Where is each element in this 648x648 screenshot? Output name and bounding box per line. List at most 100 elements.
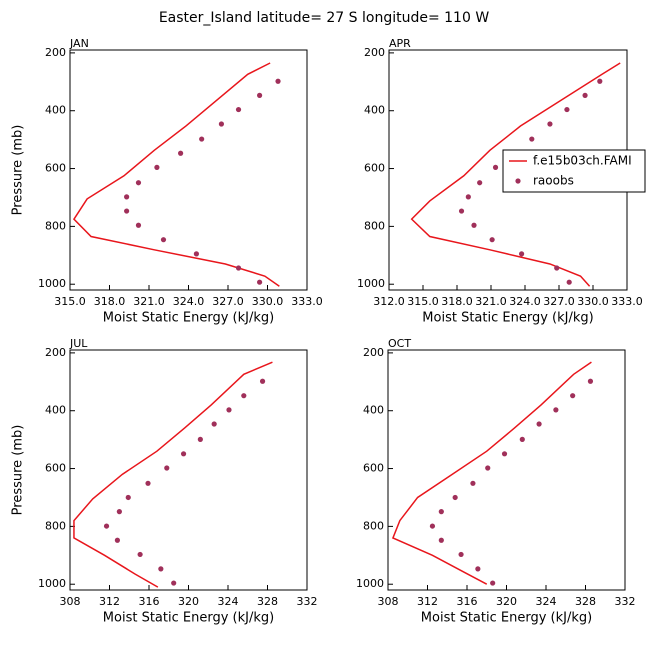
obs-point — [135, 222, 142, 228]
obs-point — [171, 580, 177, 586]
obs-point — [570, 393, 576, 399]
plot-frame — [69, 49, 308, 291]
obs-point — [553, 407, 559, 413]
obs-point — [536, 421, 542, 427]
x-tick-label: 312 — [99, 595, 120, 608]
obs-point — [438, 537, 444, 543]
model-line — [391, 361, 592, 585]
obs-point — [475, 566, 481, 572]
y-tick-label: 600 — [45, 462, 66, 475]
x-tick-label: 332 — [297, 595, 318, 608]
obs-point — [275, 78, 281, 84]
obs-point — [492, 164, 499, 170]
x-tick-label: 327.0 — [543, 295, 575, 308]
y-tick-label: 1000 — [38, 277, 66, 290]
obs-point — [193, 251, 199, 257]
y-tick-label: 600 — [364, 162, 385, 175]
obs-point — [490, 580, 496, 586]
obs-point — [582, 92, 588, 98]
obs-point — [103, 523, 110, 529]
legend-box — [502, 149, 646, 193]
x-tick-label: 308 — [378, 595, 399, 608]
y-tick-label: 200 — [363, 346, 384, 359]
obs-point — [519, 251, 525, 257]
panel-label: APR — [389, 37, 411, 50]
obs-point — [477, 180, 483, 186]
model-line — [73, 361, 273, 588]
y-tick-label: 1000 — [38, 577, 66, 590]
x-tick-label: 318.0 — [441, 295, 473, 308]
y-tick-label: 200 — [364, 46, 385, 59]
x-tick-label: 327.0 — [212, 295, 244, 308]
figure-title: Easter_Island latitude= 27 S longitude= … — [159, 10, 489, 26]
obs-point — [465, 194, 471, 200]
obs-point — [257, 92, 263, 98]
obs-point — [257, 279, 263, 285]
obs-point — [145, 480, 151, 486]
x-tick-label: 328 — [575, 595, 596, 608]
y-tick-label: 800 — [45, 219, 66, 232]
model-line — [72, 62, 280, 287]
obs-point — [124, 194, 130, 200]
y-tick-label: 400 — [45, 404, 66, 417]
obs-point — [470, 480, 476, 486]
y-tick-label: 600 — [45, 162, 66, 175]
legend-label: f.e15b03ch.FAMI — [533, 154, 632, 168]
panel-label: JUL — [69, 337, 88, 350]
y-tick-label: 1000 — [357, 277, 385, 290]
x-axis-label: Moist Static Energy (kJ/kg) — [421, 611, 592, 626]
obs-point — [124, 208, 130, 214]
obs-point — [529, 136, 535, 142]
x-tick-label: 316 — [457, 595, 478, 608]
x-tick-label: 315.0 — [407, 295, 439, 308]
y-tick-label: 200 — [45, 46, 66, 59]
plot-frame — [69, 349, 308, 591]
x-axis-label: Moist Static Energy (kJ/kg) — [103, 611, 274, 626]
x-tick-label: 324 — [218, 595, 239, 608]
y-tick-label: 600 — [363, 462, 384, 475]
obs-point — [564, 106, 570, 113]
x-tick-label: 321.0 — [475, 295, 507, 308]
obs-point — [429, 523, 436, 529]
obs-point — [154, 164, 160, 170]
x-tick-label: 324.0 — [509, 295, 541, 308]
obs-point — [135, 180, 142, 186]
x-tick-label: 315.0 — [54, 295, 86, 308]
x-tick-label: 333.0 — [611, 295, 643, 308]
x-tick-label: 333.0 — [291, 295, 323, 308]
y-tick-label: 400 — [364, 104, 385, 117]
legend-label: raoobs — [533, 174, 574, 188]
obs-point — [241, 393, 247, 399]
obs-point — [199, 136, 205, 142]
obs-point — [547, 121, 553, 127]
obs-point — [211, 421, 217, 427]
x-tick-label: 308 — [60, 595, 81, 608]
obs-point — [125, 494, 131, 501]
obs-point — [458, 208, 465, 214]
y-tick-label: 800 — [363, 519, 384, 532]
x-tick-label: 312.0 — [373, 295, 405, 308]
obs-point — [438, 509, 444, 515]
obs-point — [485, 465, 491, 471]
obs-point — [160, 237, 167, 243]
obs-point — [197, 436, 203, 442]
x-tick-label: 328 — [257, 595, 278, 608]
x-tick-label: 318.0 — [94, 295, 126, 308]
obs-point — [218, 121, 225, 127]
x-tick-label: 324 — [536, 595, 557, 608]
legend-marker — [515, 178, 521, 184]
y-tick-label: 800 — [364, 219, 385, 232]
obs-point — [114, 537, 120, 543]
obs-point — [566, 279, 572, 285]
obs-point — [235, 106, 242, 113]
x-tick-label: 330.0 — [577, 295, 609, 308]
x-axis-label: Moist Static Energy (kJ/kg) — [422, 311, 593, 326]
obs-point — [501, 451, 508, 457]
obs-point — [597, 78, 603, 84]
y-tick-label: 200 — [45, 346, 66, 359]
x-tick-label: 316 — [139, 595, 160, 608]
obs-point — [452, 494, 458, 501]
x-tick-label: 321.0 — [133, 295, 165, 308]
obs-point — [554, 265, 560, 271]
